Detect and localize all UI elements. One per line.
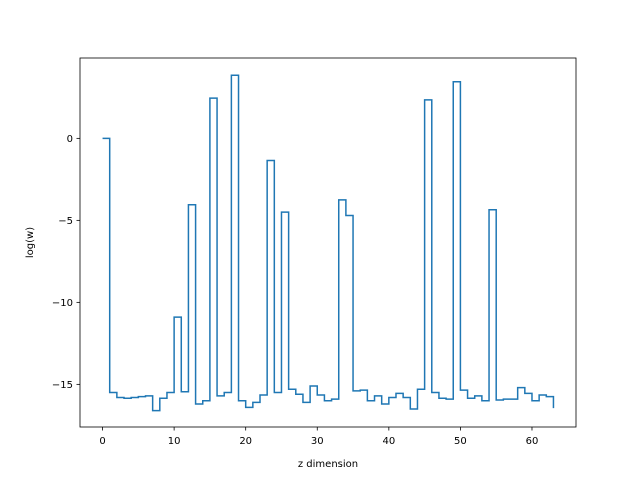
x-tick-label: 60 xyxy=(526,436,539,447)
plot-background xyxy=(80,58,576,427)
x-tick-label: 40 xyxy=(382,436,395,447)
x-tick-label: 30 xyxy=(311,436,324,447)
x-axis-label: z dimension xyxy=(298,459,358,470)
x-axis-ticks: 0 10 20 30 40 50 60 xyxy=(99,427,538,447)
series-layer xyxy=(102,74,555,412)
y-tick-label: 0 xyxy=(67,134,73,145)
plot-frame xyxy=(79,57,577,428)
y-tick-label: −5 xyxy=(58,216,73,227)
x-tick-label: 10 xyxy=(168,436,181,447)
y-axis-ticks: 0 −5 −10 −15 xyxy=(52,134,80,391)
series-line-0 xyxy=(102,74,555,412)
y-tick-label: −15 xyxy=(52,380,73,391)
x-tick-label: 0 xyxy=(99,436,105,447)
y-tick-label: −10 xyxy=(52,298,73,309)
x-tick-label: 20 xyxy=(239,436,252,447)
y-axis-label: log(w) xyxy=(25,227,36,258)
x-tick-label: 50 xyxy=(454,436,467,447)
